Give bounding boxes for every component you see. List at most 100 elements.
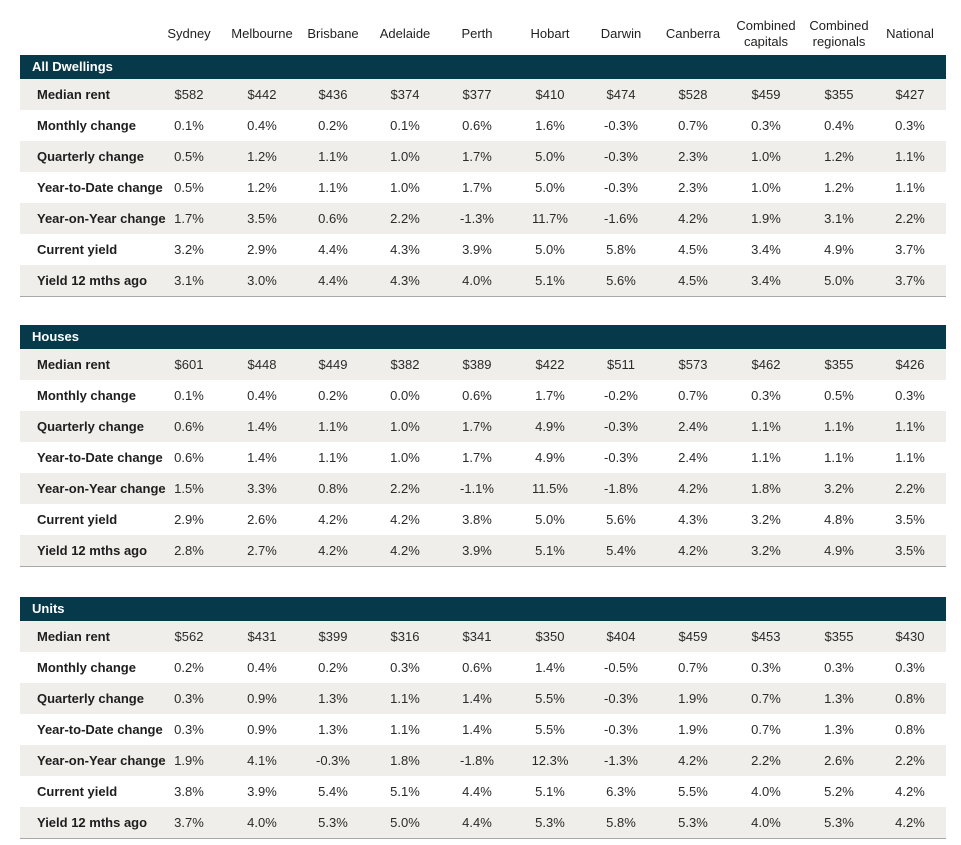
section-title: Houses	[20, 325, 946, 349]
table-row-yield-12-mths-ago: Yield 12 mths ago 3.1% 3.0% 4.4% 4.3% 4.0% 5.1…	[20, 265, 946, 296]
cell-brisbane: $399	[318, 629, 348, 644]
cell-national: 0.8%	[895, 722, 925, 737]
cell-adelaide: 2.2%	[390, 481, 420, 496]
cell-canberra: 4.2%	[678, 481, 708, 496]
cell-darwin: -1.8%	[604, 481, 638, 496]
cell-national: $427	[895, 87, 925, 102]
cell-perth: 0.6%	[462, 388, 492, 403]
cell-brisbane: $436	[318, 87, 348, 102]
cell-darwin: $474	[606, 87, 636, 102]
column-header-row: Sydney Melbourne Brisbane Adelaide Perth Hoba…	[20, 14, 946, 54]
cell-hobart: 11.7%	[532, 211, 568, 226]
cell-adelaide: 2.2%	[390, 211, 420, 226]
cell-combined-regionals: 5.2%	[824, 784, 854, 799]
cell-darwin: -1.3%	[604, 753, 638, 768]
cell-canberra: 4.5%	[678, 273, 708, 288]
cell-brisbane: 0.8%	[318, 481, 348, 496]
row-label: Year-on-Year change	[37, 210, 166, 226]
cell-hobart: $422	[535, 357, 565, 372]
cell-combined-regionals: 5.3%	[824, 815, 854, 830]
cell-sydney: 0.3%	[174, 722, 204, 737]
section-all-dwellings: All Dwellings Median rent $582 $442 $436 $374…	[20, 55, 946, 297]
cell-sydney: 0.5%	[174, 149, 204, 164]
cell-perth: $341	[462, 629, 492, 644]
cell-canberra: 4.2%	[678, 211, 708, 226]
cell-adelaide: 4.3%	[390, 273, 420, 288]
cell-national: $430	[895, 629, 925, 644]
table-row-median-rent: Median rent $582 $442 $436 $374 $377 $410 $474 $…	[20, 79, 946, 110]
row-label: Median rent	[37, 86, 110, 102]
cell-adelaide: 0.1%	[390, 118, 420, 133]
cell-canberra: 1.9%	[678, 691, 708, 706]
cell-hobart: 5.1%	[535, 543, 565, 558]
column-header-darwin: Darwin	[585, 14, 657, 54]
row-label: Year-on-Year change	[37, 752, 166, 768]
row-label: Current yield	[37, 241, 118, 257]
cell-hobart: $350	[535, 629, 565, 644]
cell-darwin: -0.3%	[604, 180, 638, 195]
cell-combined-capitals: 1.9%	[751, 211, 781, 226]
cell-combined-capitals: 1.0%	[751, 180, 781, 195]
row-label: Monthly change	[37, 387, 136, 403]
column-header-text: Adelaide	[379, 26, 431, 41]
cell-perth: 4.4%	[462, 784, 492, 799]
cell-combined-regionals: 4.9%	[824, 543, 854, 558]
table-row-median-rent: Median rent $562 $431 $399 $316 $341 $350 $404 $…	[20, 621, 946, 652]
cell-darwin: 5.8%	[606, 242, 636, 257]
table-row-year-on-year-change: Year-on-Year change 1.5% 3.3% 0.8% 2.2% -1.1%…	[20, 473, 946, 504]
cell-darwin: 5.6%	[606, 273, 636, 288]
cell-combined-capitals: $462	[751, 357, 781, 372]
section-houses: Houses Median rent $601 $448 $449 $382 $389 $42…	[20, 325, 946, 567]
row-label: Year-to-Date change	[37, 179, 163, 195]
cell-hobart: 5.0%	[535, 149, 565, 164]
cell-darwin: -0.3%	[604, 419, 638, 434]
column-header-text: Combined	[736, 18, 796, 33]
cell-sydney: 1.7%	[174, 211, 204, 226]
cell-combined-regionals: 1.1%	[824, 419, 854, 434]
cell-darwin: -1.6%	[604, 211, 638, 226]
row-label: Quarterly change	[37, 418, 144, 434]
cell-perth: 4.0%	[462, 273, 492, 288]
cell-melbourne: 0.9%	[247, 691, 277, 706]
row-label: Yield 12 mths ago	[37, 272, 148, 288]
cell-canberra: 4.2%	[678, 543, 708, 558]
table-row-year-on-year-change: Year-on-Year change 1.9% 4.1% -0.3% 1.8% -1.8…	[20, 745, 946, 776]
cell-canberra: 4.2%	[678, 753, 708, 768]
cell-melbourne: 3.5%	[247, 211, 277, 226]
cell-adelaide: 0.3%	[390, 660, 420, 675]
cell-national: 3.7%	[895, 242, 925, 257]
column-header-text: National	[886, 26, 934, 41]
column-header-melbourne: Melbourne	[226, 14, 298, 54]
cell-combined-capitals: 1.0%	[751, 149, 781, 164]
cell-adelaide: $316	[390, 629, 420, 644]
row-label: Year-to-Date change	[37, 449, 163, 465]
table-row-median-rent: Median rent $601 $448 $449 $382 $389 $422 $511 $…	[20, 349, 946, 380]
cell-brisbane: 0.2%	[318, 388, 348, 403]
table-row-yield-12-mths-ago: Yield 12 mths ago 2.8% 2.7% 4.2% 4.2% 3.9% 5.1…	[20, 535, 946, 566]
cell-sydney: 0.6%	[174, 419, 204, 434]
cell-hobart: 5.1%	[535, 784, 565, 799]
cell-adelaide: 1.0%	[390, 149, 420, 164]
column-header-perth: Perth	[441, 14, 513, 54]
cell-sydney: 1.9%	[174, 753, 204, 768]
cell-melbourne: 3.9%	[247, 784, 277, 799]
section-bottom-divider	[20, 296, 946, 297]
column-header-text: Combined	[809, 18, 869, 33]
column-header-text: Perth	[461, 26, 493, 41]
column-header-brisbane: Brisbane	[297, 14, 369, 54]
cell-hobart: 5.0%	[535, 512, 565, 527]
table-row-year-to-date-change: Year-to-Date change 0.6% 1.4% 1.1% 1.0% 1.7% 4…	[20, 442, 946, 473]
row-label: Yield 12 mths ago	[37, 814, 148, 830]
cell-melbourne: 1.4%	[247, 450, 277, 465]
cell-darwin: -0.3%	[604, 118, 638, 133]
table-row-year-to-date-change: Year-to-Date change 0.3% 0.9% 1.3% 1.1% 1.4% 5…	[20, 714, 946, 745]
cell-combined-capitals: 0.7%	[751, 722, 781, 737]
cell-combined-capitals: 3.4%	[751, 242, 781, 257]
cell-combined-regionals: $355	[824, 357, 854, 372]
cell-adelaide: 1.0%	[390, 450, 420, 465]
cell-perth: 1.7%	[462, 180, 492, 195]
cell-adelaide: 1.0%	[390, 419, 420, 434]
cell-melbourne: 1.4%	[247, 419, 277, 434]
cell-darwin: 5.4%	[606, 543, 636, 558]
cell-combined-regionals: $355	[824, 629, 854, 644]
